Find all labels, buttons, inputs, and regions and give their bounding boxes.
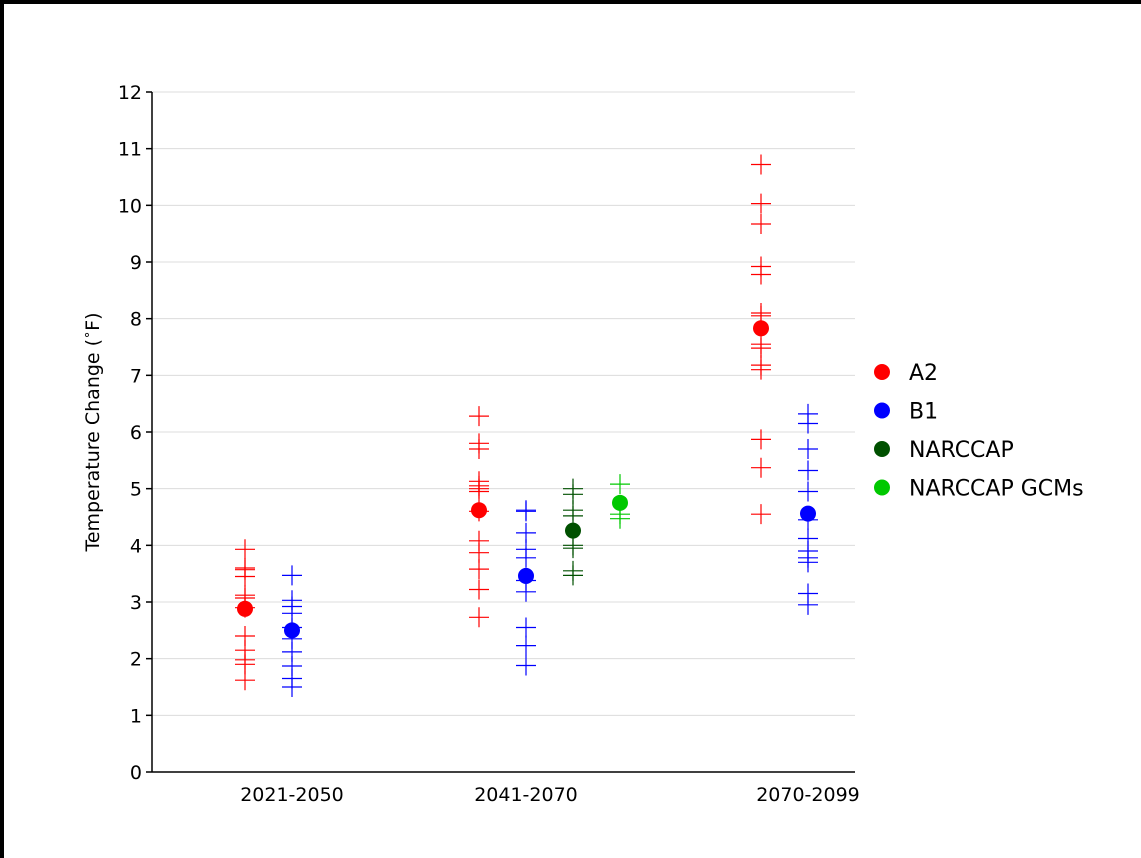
y-tick-label: 6: [130, 422, 142, 444]
a2-member-marker: [235, 566, 255, 587]
b1-member-marker: [798, 594, 818, 615]
y-tick-label: 7: [130, 365, 142, 387]
x-tick-label: 2070-2099: [756, 784, 860, 806]
a2-mean-marker: [471, 502, 487, 519]
narccap-member-marker: [563, 505, 583, 526]
legend-marker-b1: [874, 402, 890, 419]
narccap-gcms-member-marker: [610, 474, 630, 495]
narccap-mean-marker: [565, 522, 581, 539]
b1-member-marker: [516, 617, 536, 638]
a2-member-marker: [469, 439, 489, 459]
y-tick-label: 8: [130, 309, 142, 331]
a2-member-marker: [751, 154, 771, 175]
b1-member-marker: [516, 655, 536, 676]
a2-member-marker: [751, 504, 771, 525]
b1-member-marker: [516, 581, 536, 602]
legend-label-narccap-gcms: NARCCAP GCMs: [909, 477, 1084, 502]
a2-member-marker: [469, 607, 489, 628]
narccap-gcms-mean-marker: [612, 494, 628, 511]
b1-member-marker: [282, 677, 302, 697]
b1-member-marker: [282, 565, 302, 586]
x-tick-label: 2041-2070: [474, 784, 578, 806]
b1-mean-marker: [800, 505, 816, 522]
a2-member-marker: [469, 406, 489, 427]
x-tick-label: 2021-2050: [240, 784, 344, 806]
y-tick-label: 1: [130, 705, 142, 727]
b1-member-marker: [798, 413, 818, 434]
y-tick-label: 5: [130, 479, 142, 501]
y-tick-label: 4: [130, 535, 142, 557]
a2-member-marker: [751, 359, 771, 380]
a2-member-marker: [751, 338, 771, 359]
y-tick-label: 3: [130, 592, 142, 614]
y-tick-label: 12: [118, 82, 142, 104]
y-axis-label-unit: F): [82, 312, 104, 330]
narccap-member-marker: [563, 538, 583, 559]
b1-member-marker: [798, 439, 818, 459]
b1-member-marker: [798, 552, 818, 573]
y-axis-label-text: Temperature Change (: [82, 339, 104, 553]
a2-member-marker: [751, 457, 771, 478]
b1-member-marker: [516, 547, 536, 568]
b1-mean-marker: [284, 622, 300, 639]
a2-mean-marker: [237, 600, 253, 617]
y-tick-label: 2: [130, 649, 142, 671]
legend-label-a2: A2: [909, 361, 938, 386]
y-axis-label: Temperature Change (∘F): [80, 312, 104, 552]
legend-marker-a2: [874, 364, 890, 380]
legend: A2 B1 NARCCAP NARCCAP GCMs: [874, 361, 1084, 502]
y-axis-label-degree: ∘: [80, 331, 95, 339]
a2-member-marker: [235, 539, 255, 560]
a2-member-marker: [751, 193, 771, 214]
a2-member-marker: [751, 264, 771, 285]
a2-mean-marker: [753, 320, 769, 337]
narccap-member-marker: [563, 565, 583, 586]
a2-member-marker: [469, 559, 489, 580]
legend-label-b1: B1: [909, 400, 938, 425]
a2-member-marker: [751, 429, 771, 450]
legend-marker-narccap: [874, 441, 890, 457]
b1-mean-marker: [518, 567, 534, 584]
a2-member-marker: [469, 579, 489, 600]
legend-marker-narccap-gcms: [874, 479, 890, 496]
b1-member-marker: [798, 481, 818, 502]
a2-member-marker: [469, 481, 489, 502]
y-tick-label: 9: [130, 252, 142, 274]
y-tick-label: 11: [118, 139, 142, 161]
y-tick-label: 0: [130, 762, 142, 784]
y-tick-label: 10: [118, 195, 142, 217]
b1-member-marker: [516, 501, 536, 522]
narccap-gcms-member-marker: [610, 508, 630, 529]
a2-member-marker: [751, 214, 771, 235]
b1-member-marker: [516, 635, 536, 656]
legend-label-narccap: NARCCAP: [909, 438, 1014, 463]
x-axis-ticks: 2021-2050 2041-2070 2070-2099: [240, 784, 860, 806]
b1-member-marker: [798, 460, 818, 481]
gridlines: [152, 91, 855, 716]
a2-member-marker: [235, 670, 255, 691]
axes: [151, 92, 855, 773]
plot-marks: [235, 154, 818, 697]
